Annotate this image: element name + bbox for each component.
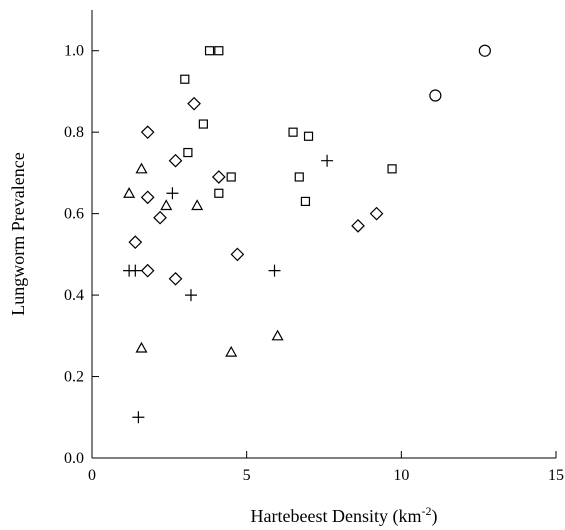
square-point bbox=[183, 147, 193, 158]
square-point bbox=[214, 46, 224, 56]
y-tick-label: 0.4 bbox=[64, 287, 84, 304]
x-axis-label-superscript: -2 bbox=[421, 504, 431, 518]
plus-point bbox=[166, 187, 179, 200]
square-point bbox=[294, 172, 304, 182]
diamond-point bbox=[168, 271, 183, 286]
plus-point bbox=[321, 154, 334, 167]
x-tick-label: 5 bbox=[243, 467, 251, 484]
square-point bbox=[387, 164, 397, 174]
diamond-point bbox=[153, 210, 167, 225]
triangle-point bbox=[225, 345, 238, 357]
triangle-point bbox=[160, 199, 173, 211]
diamond-point bbox=[140, 125, 155, 140]
square-point bbox=[198, 119, 208, 129]
triangle-point bbox=[123, 187, 136, 198]
x-tick-label: 0 bbox=[88, 467, 96, 484]
triangle-point bbox=[135, 341, 148, 353]
axes bbox=[91, 10, 556, 459]
y-tick-label: 0.2 bbox=[64, 369, 84, 386]
square-point bbox=[214, 188, 224, 198]
x-ticks: 0 5 10 15 bbox=[88, 451, 564, 484]
diamond-point bbox=[187, 96, 201, 111]
diamond-point bbox=[140, 263, 155, 278]
square-point bbox=[303, 131, 314, 141]
x-tick-label: 10 bbox=[393, 467, 409, 484]
triangle-point bbox=[191, 199, 204, 211]
square-point bbox=[288, 127, 298, 137]
y-tick-label: 0.6 bbox=[64, 206, 84, 223]
y-axis-label: Lungworm Prevalence bbox=[8, 152, 28, 315]
square-point bbox=[226, 172, 236, 182]
plus-point bbox=[268, 264, 281, 277]
y-tick-label: 0.8 bbox=[64, 124, 84, 141]
x-axis-label: Hartebeest Density (km-2) bbox=[251, 504, 438, 527]
plus-point bbox=[184, 289, 197, 302]
circle-point bbox=[429, 89, 442, 102]
diamond-point bbox=[211, 170, 226, 184]
triangle-point bbox=[135, 162, 148, 174]
diamond-point bbox=[369, 206, 384, 221]
y-tick-label: 1.0 bbox=[64, 43, 84, 60]
plus-point bbox=[129, 264, 142, 277]
plus-point bbox=[132, 411, 145, 424]
y-tick-label: 0.0 bbox=[64, 450, 84, 467]
square-point bbox=[204, 46, 215, 56]
diamond-point bbox=[351, 219, 365, 233]
square-point bbox=[180, 74, 190, 84]
diamond-point bbox=[128, 235, 143, 249]
square-point bbox=[300, 196, 311, 207]
circle-point bbox=[478, 44, 491, 57]
diamond-point bbox=[230, 247, 245, 262]
triangle-point bbox=[271, 329, 284, 341]
x-axis-label-main: Hartebeest Density (km bbox=[251, 506, 422, 527]
x-tick-label: 15 bbox=[548, 467, 564, 484]
x-axis-label-end: ) bbox=[431, 506, 437, 527]
y-ticks: 0.0 0.2 0.4 0.6 0.8 1.0 bbox=[64, 43, 99, 467]
diamond-point bbox=[140, 190, 155, 205]
diamond-point bbox=[168, 153, 183, 168]
data-points bbox=[123, 44, 491, 424]
